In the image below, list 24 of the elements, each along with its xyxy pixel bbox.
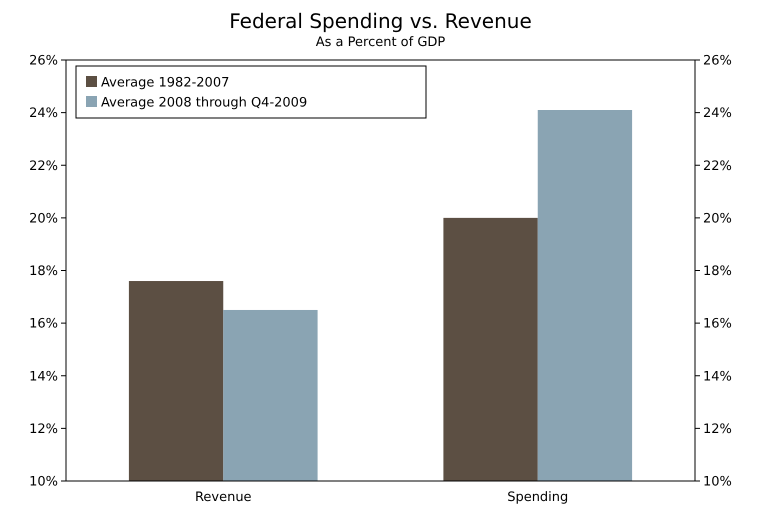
legend-label: Average 1982-2007	[101, 76, 230, 91]
y2-tick-label: 12%	[703, 422, 732, 437]
y-tick-label: 10%	[29, 474, 58, 490]
legend-label: Average 2008 through Q4-2009	[101, 96, 308, 111]
y-tick-label: 22%	[29, 158, 58, 174]
y-tick-label: 26%	[29, 54, 58, 69]
y-tick-label: 18%	[29, 264, 58, 280]
y2-tick-label: 24%	[703, 106, 732, 122]
y-tick-label: 14%	[29, 369, 58, 384]
chart-subtitle: As a Percent of GDP	[316, 35, 446, 50]
y2-tick-label: 18%	[703, 264, 732, 280]
y2-tick-label: 14%	[703, 369, 732, 384]
y2-tick-label: 20%	[703, 211, 732, 226]
chart-title: Federal Spending vs. Revenue	[229, 9, 532, 33]
y-tick-label: 24%	[29, 106, 58, 122]
y-tick-label: 12%	[29, 422, 58, 437]
y2-tick-label: 22%	[703, 158, 732, 174]
y-tick-label: 20%	[29, 211, 58, 226]
y2-tick-label: 10%	[703, 474, 732, 490]
x-tick-label: Revenue	[194, 490, 252, 505]
x-tick-label: Spending	[507, 490, 568, 505]
y2-tick-label: 26%	[703, 54, 732, 69]
y2-tick-label: 16%	[703, 316, 732, 332]
y-tick-label: 16%	[29, 316, 58, 332]
